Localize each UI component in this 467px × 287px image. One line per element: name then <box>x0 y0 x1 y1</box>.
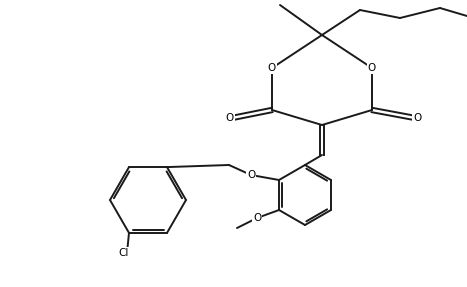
Text: Cl: Cl <box>119 248 129 258</box>
Text: O: O <box>253 213 261 223</box>
Text: O: O <box>268 63 276 73</box>
Text: O: O <box>368 63 376 73</box>
Text: O: O <box>413 113 421 123</box>
Text: O: O <box>226 113 234 123</box>
Text: O: O <box>247 170 255 180</box>
